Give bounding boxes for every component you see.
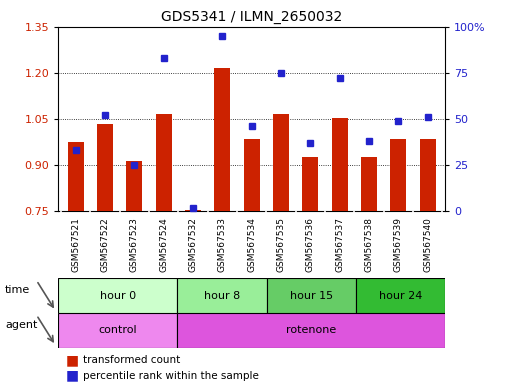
Text: GSM567538: GSM567538 bbox=[364, 217, 373, 272]
Text: GSM567533: GSM567533 bbox=[218, 217, 226, 272]
Text: hour 24: hour 24 bbox=[378, 291, 422, 301]
Text: GSM567534: GSM567534 bbox=[247, 217, 256, 272]
Text: GSM567539: GSM567539 bbox=[393, 217, 402, 272]
Text: GSM567521: GSM567521 bbox=[71, 217, 80, 272]
Bar bbox=[389, 139, 406, 211]
Text: hour 8: hour 8 bbox=[204, 291, 239, 301]
Bar bbox=[177, 278, 266, 313]
Text: GSM567537: GSM567537 bbox=[334, 217, 343, 272]
Text: percentile rank within the sample: percentile rank within the sample bbox=[83, 371, 259, 381]
Bar bbox=[126, 161, 142, 211]
Bar bbox=[355, 278, 444, 313]
Bar bbox=[156, 114, 172, 211]
Text: rotenone: rotenone bbox=[286, 325, 336, 335]
Text: GSM567536: GSM567536 bbox=[306, 217, 314, 272]
Bar bbox=[177, 313, 444, 348]
Text: hour 0: hour 0 bbox=[99, 291, 135, 301]
Bar bbox=[266, 278, 355, 313]
Bar bbox=[331, 118, 347, 211]
Bar bbox=[360, 157, 376, 211]
Text: GSM567523: GSM567523 bbox=[130, 217, 139, 272]
Bar bbox=[58, 278, 177, 313]
Text: GDS5341 / ILMN_2650032: GDS5341 / ILMN_2650032 bbox=[161, 10, 342, 23]
Text: GSM567532: GSM567532 bbox=[188, 217, 197, 272]
Text: agent: agent bbox=[5, 320, 37, 330]
Text: GSM567524: GSM567524 bbox=[159, 217, 168, 272]
Text: ■: ■ bbox=[66, 369, 79, 382]
Bar bbox=[419, 139, 435, 211]
Bar bbox=[273, 114, 288, 211]
Bar bbox=[185, 210, 201, 211]
Bar bbox=[68, 142, 84, 211]
Text: GSM567540: GSM567540 bbox=[422, 217, 431, 272]
Text: GSM567522: GSM567522 bbox=[100, 217, 110, 272]
Text: control: control bbox=[98, 325, 137, 335]
Text: time: time bbox=[5, 285, 30, 296]
Text: GSM567535: GSM567535 bbox=[276, 217, 285, 272]
Bar bbox=[97, 124, 113, 211]
Text: transformed count: transformed count bbox=[83, 355, 180, 365]
Text: hour 15: hour 15 bbox=[289, 291, 332, 301]
Text: ■: ■ bbox=[66, 353, 79, 367]
Bar bbox=[214, 68, 230, 211]
Bar bbox=[243, 139, 259, 211]
Bar bbox=[301, 157, 318, 211]
Bar bbox=[58, 313, 177, 348]
